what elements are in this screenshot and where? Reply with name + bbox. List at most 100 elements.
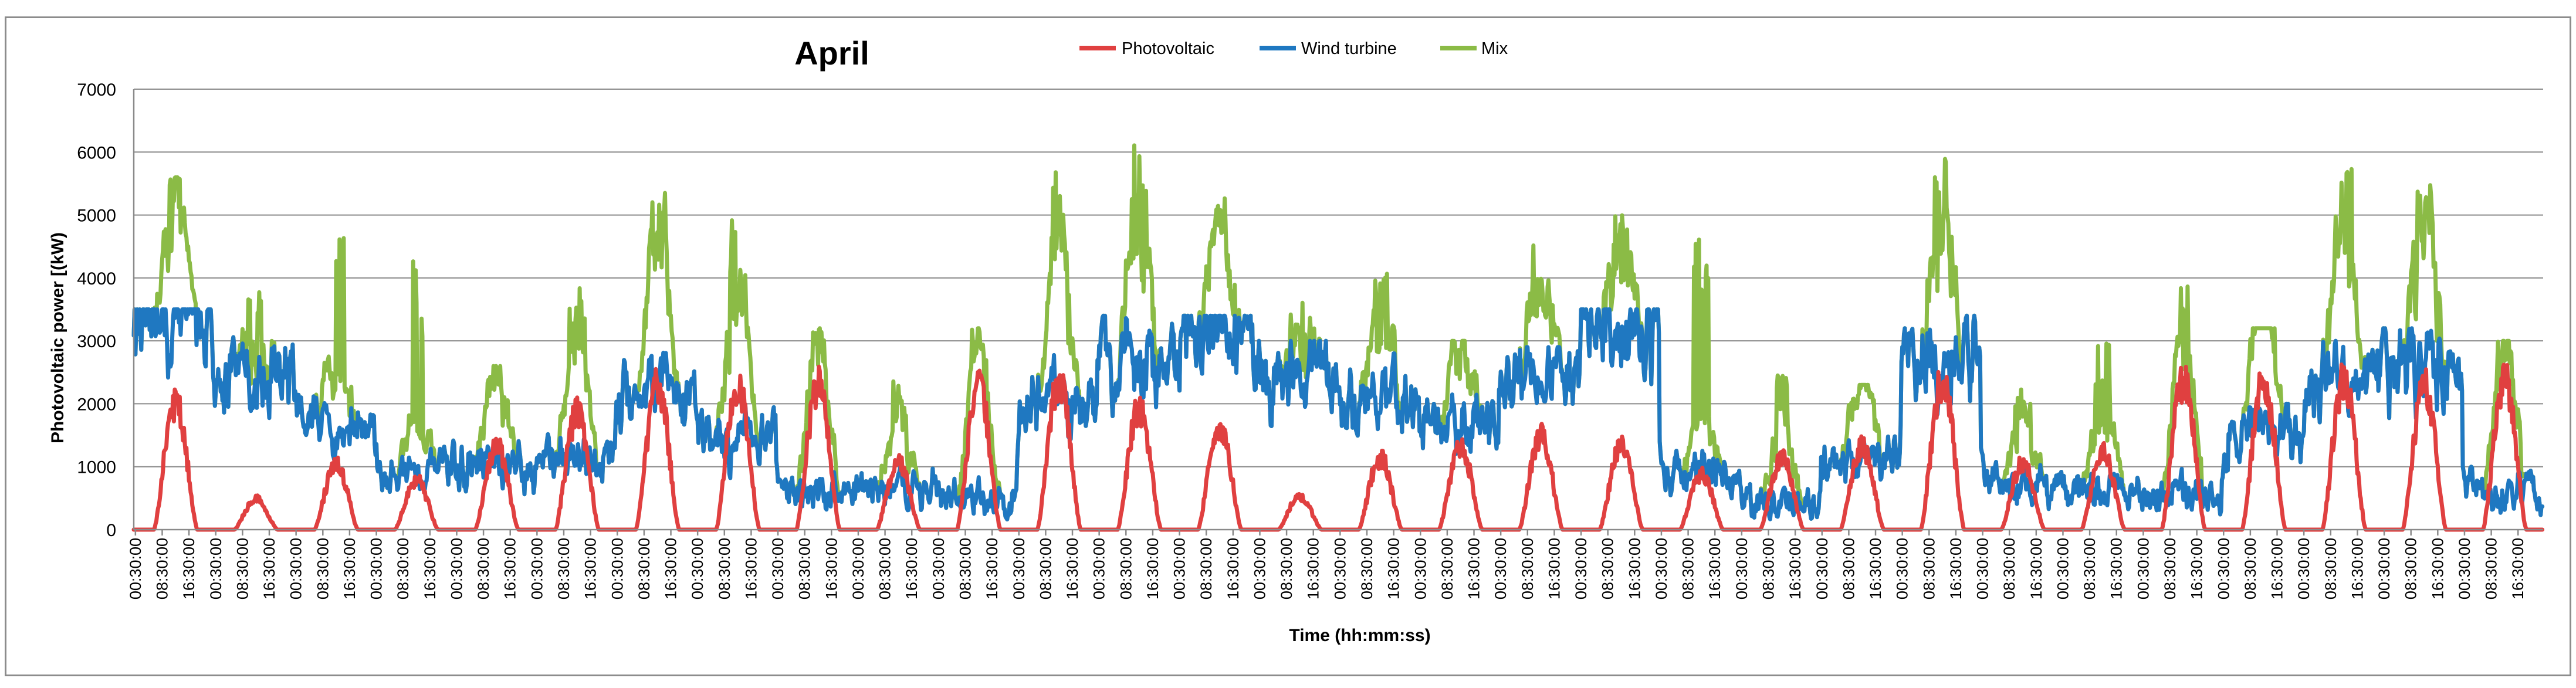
y-tick-label-7000: 7000: [77, 80, 116, 100]
x-tick-label: 16:30:00: [1786, 538, 1804, 599]
y-tick-label-1000: 1000: [77, 458, 116, 477]
grid-lines: [134, 89, 2543, 467]
x-tick-label: 00:30:00: [1331, 538, 1349, 599]
x-tick-label: 08:30:00: [1920, 538, 1938, 599]
x-tick-label: 16:30:00: [582, 538, 600, 599]
x-tick-label: 00:30:00: [689, 538, 706, 599]
x-tick-label: 08:30:00: [2000, 538, 2018, 599]
x-tick-label: 08:30:00: [1840, 538, 1857, 599]
x-tick-label: 00:30:00: [368, 538, 385, 599]
x-tick-label: 08:30:00: [876, 538, 894, 599]
x-tick-label: 00:30:00: [930, 538, 947, 599]
x-tick-label: 08:30:00: [1759, 538, 1777, 599]
x-tick-label: 08:30:00: [1278, 538, 1295, 599]
y-tick-label-3000: 3000: [77, 332, 116, 351]
x-tick-label: 00:30:00: [2215, 538, 2232, 599]
x-tick-label: 00:30:00: [608, 538, 626, 599]
x-tick-label: 08:30:00: [2242, 538, 2259, 599]
x-tick-label: 08:30:00: [555, 538, 573, 599]
y-tick-label-5000: 5000: [77, 206, 116, 226]
x-tick-label: 16:30:00: [502, 538, 519, 599]
x-tick-label: 08:30:00: [1037, 538, 1054, 599]
x-tick-label: 08:30:00: [1117, 538, 1135, 599]
x-tick-label: 16:30:00: [1144, 538, 1162, 599]
x-tick-label: 16:30:00: [2348, 538, 2366, 599]
x-tick-label: 08:30:00: [635, 538, 653, 599]
y-axis-label: Photovoltaic power [(kW): [48, 232, 67, 443]
x-tick-label: 16:30:00: [2188, 538, 2206, 599]
x-tick-label: 00:30:00: [769, 538, 787, 599]
series-layer: [131, 143, 2545, 532]
x-tick-label: 08:30:00: [475, 538, 492, 599]
x-tick-label: 00:30:00: [1653, 538, 1670, 599]
x-tick-label: 00:30:00: [1411, 538, 1429, 599]
legend-label-photovoltaic: Photovoltaic: [1122, 39, 1214, 58]
x-tick-label: 00:30:00: [207, 538, 225, 599]
x-tick-label: 00:30:00: [1813, 538, 1831, 599]
y-tick-label-0: 0: [106, 521, 116, 540]
x-tick-label: 16:30:00: [1465, 538, 1483, 599]
x-tick-label: 00:30:00: [1572, 538, 1590, 599]
x-tick-labels: 00:30:00 08:30:00 16:30:00 00:30:00 08:30:00…: [127, 530, 2527, 599]
x-tick-label: 16:30:00: [180, 538, 198, 599]
x-tick-label: 08:30:00: [2081, 538, 2098, 599]
x-tick-label: 08:30:00: [2322, 538, 2340, 599]
x-tick-label: 08:30:00: [796, 538, 814, 599]
x-tick-label: 00:30:00: [2054, 538, 2071, 599]
x-tick-label: 16:30:00: [662, 538, 680, 599]
x-tick-label: 00:30:00: [1894, 538, 1911, 599]
chart-title: April: [794, 35, 869, 72]
axes: 0 1000 2000 3000 4000 5000 6000 7000: [77, 80, 2543, 540]
legend-label-mix: Mix: [1481, 39, 1508, 58]
x-tick-label: 16:30:00: [1706, 538, 1724, 599]
x-tick-label: 00:30:00: [1974, 538, 1992, 599]
x-tick-label: 08:30:00: [394, 538, 412, 599]
x-tick-label: 16:30:00: [1867, 538, 1884, 599]
x-tick-label: 00:30:00: [2456, 538, 2473, 599]
x-tick-label: 00:30:00: [1091, 538, 1108, 599]
x-tick-label: 00:30:00: [1171, 538, 1189, 599]
x-tick-label: 08:30:00: [2402, 538, 2420, 599]
x-tick-label: 16:30:00: [1545, 538, 1563, 599]
x-tick-label: 16:30:00: [1305, 538, 1322, 599]
x-tick-label: 00:30:00: [2295, 538, 2313, 599]
x-tick-label: 08:30:00: [314, 538, 331, 599]
x-tick-label: 08:30:00: [1358, 538, 1376, 599]
x-tick-label: 00:30:00: [1492, 538, 1509, 599]
x-tick-label: 16:30:00: [1385, 538, 1403, 599]
x-tick-label: 08:30:00: [956, 538, 974, 599]
x-tick-label: 16:30:00: [341, 538, 358, 599]
x-tick-label: 00:30:00: [448, 538, 465, 599]
y-tick-label-2000: 2000: [77, 395, 116, 414]
x-tick-label: 08:30:00: [716, 538, 733, 599]
x-tick-label: 08:30:00: [1438, 538, 1456, 599]
x-tick-label: 08:30:00: [233, 538, 251, 599]
x-tick-label: 08:30:00: [1197, 538, 1215, 599]
x-tick-label: 16:30:00: [421, 538, 439, 599]
series-line-wind-turbine: [131, 307, 2545, 521]
x-tick-label: 16:30:00: [2269, 538, 2286, 599]
x-tick-label: 08:30:00: [153, 538, 171, 599]
y-tick-label-4000: 4000: [77, 269, 116, 289]
x-tick-label: 16:30:00: [1626, 538, 1643, 599]
x-tick-label: 08:30:00: [1599, 538, 1617, 599]
y-tick-label-6000: 6000: [77, 143, 116, 162]
x-tick-label: 00:30:00: [287, 538, 305, 599]
x-tick-label: 00:30:00: [528, 538, 546, 599]
x-tick-label: 16:30:00: [2108, 538, 2125, 599]
x-tick-label: 16:30:00: [742, 538, 760, 599]
x-tick-label: 08:30:00: [2161, 538, 2179, 599]
x-tick-label: 16:30:00: [260, 538, 278, 599]
x-tick-label: 00:30:00: [1733, 538, 1751, 599]
x-tick-label: 00:30:00: [849, 538, 867, 599]
x-tick-label: 08:30:00: [1519, 538, 1536, 599]
legend: Photovoltaic Wind turbine Mix: [1079, 39, 1508, 58]
x-tick-label: 08:30:00: [2483, 538, 2500, 599]
x-tick-label: 16:30:00: [983, 538, 1001, 599]
x-tick-label: 16:30:00: [1064, 538, 1081, 599]
x-tick-label: 16:30:00: [2509, 538, 2527, 599]
x-tick-label: 16:30:00: [822, 538, 840, 599]
x-tick-label: 00:30:00: [1251, 538, 1268, 599]
x-tick-label: 08:30:00: [1680, 538, 1697, 599]
